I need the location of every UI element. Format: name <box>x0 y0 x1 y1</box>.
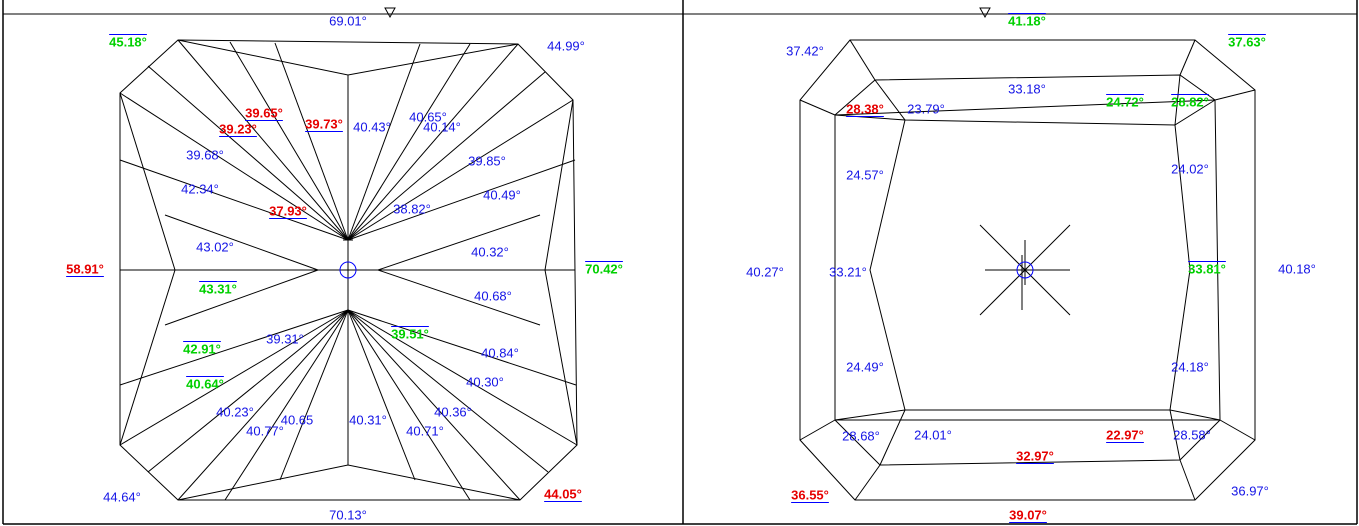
angle-label: 42.34° <box>181 181 219 196</box>
angle-label: 39.85° <box>468 153 506 168</box>
angle-label: 36.97° <box>1231 483 1269 498</box>
angle-label: 45.18° <box>109 34 147 49</box>
facet-edge <box>177 464 521 501</box>
angle-label: 28.68° <box>842 428 880 443</box>
facet-edge <box>119 92 349 241</box>
angle-label: 40.30° <box>466 374 504 389</box>
angle-label: 28.58° <box>1173 427 1211 442</box>
angle-label: 40.31° <box>349 412 387 427</box>
facet-edge <box>377 214 541 271</box>
facet-edge <box>147 309 349 473</box>
angle-label: 70.13° <box>329 507 367 522</box>
angle-label: 39.23° <box>219 121 257 136</box>
facet-edge <box>119 309 349 446</box>
angle-label: 24.57° <box>846 167 884 182</box>
angle-label: 28.82° <box>1171 94 1209 109</box>
angle-label: 40.77° <box>246 423 284 438</box>
angle-label: 32.97° <box>1016 448 1054 463</box>
angle-label: 39.65° <box>245 105 283 120</box>
angle-label: 40.71° <box>406 423 444 438</box>
facet-edge <box>347 99 574 241</box>
facet-edge <box>177 39 349 241</box>
facet-edge <box>164 214 319 271</box>
angle-label: 40.84° <box>481 345 519 360</box>
angle-label: 39.51° <box>391 326 429 341</box>
facet-edge <box>377 269 541 326</box>
facet-edge <box>119 159 349 241</box>
angle-label: 39.07° <box>1009 507 1047 522</box>
angle-label: 58.91° <box>66 261 104 276</box>
facet-edge <box>347 309 521 501</box>
angle-label: 40.36° <box>434 404 472 419</box>
angle-label: 33.21° <box>829 264 867 279</box>
right-facets <box>799 39 1256 501</box>
angle-label: 24.02° <box>1171 161 1209 176</box>
angle-label: 24.49° <box>846 359 884 374</box>
facet-edge <box>177 39 519 76</box>
angle-label: 43.31° <box>199 281 237 296</box>
angle-label: 28.38° <box>846 101 884 116</box>
angle-label: 42.91° <box>183 341 221 356</box>
angle-label: 39.68° <box>186 147 224 162</box>
facet-edge <box>347 309 416 481</box>
angle-label: 37.63° <box>1228 34 1266 49</box>
facet-edge <box>224 309 349 501</box>
facet-edge <box>119 309 349 386</box>
left-facets <box>119 39 578 501</box>
facet-edge <box>347 309 577 386</box>
angle-label: 69.01° <box>329 13 367 28</box>
angle-label: 40.49° <box>483 187 521 202</box>
facet-edge <box>347 43 519 241</box>
angle-label: 40.64° <box>186 376 224 391</box>
facet-edge <box>347 43 421 241</box>
angle-label: 38.82° <box>393 201 431 216</box>
angle-label: 44.64° <box>103 489 141 504</box>
facet-edge <box>229 41 349 241</box>
facet-edge <box>274 42 349 241</box>
angle-label: 70.42° <box>585 261 623 276</box>
angle-label: 41.18° <box>1008 13 1046 28</box>
angle-label: 24.72° <box>1106 94 1144 109</box>
angle-label: 40.43° <box>353 119 391 134</box>
facet-edge <box>347 309 549 473</box>
facet-edge <box>347 43 471 241</box>
facet-edge <box>347 309 578 446</box>
facet-edge <box>177 309 349 501</box>
angle-label: 39.73° <box>305 116 343 131</box>
facet-edge <box>544 99 578 446</box>
facet-edge <box>347 309 471 501</box>
facet-edge <box>119 92 176 446</box>
angle-label: 40.23° <box>216 404 254 419</box>
angle-label: 40.65° <box>409 109 447 124</box>
angle-label: 24.01° <box>914 427 952 442</box>
angle-label: 36.55° <box>791 487 829 502</box>
angle-label: 40.32° <box>471 244 509 259</box>
angle-label: 33.81° <box>1188 261 1226 276</box>
angle-label: 37.93° <box>269 203 307 218</box>
angle-label: 44.05° <box>544 486 582 501</box>
angle-label: 40.65 <box>281 412 314 427</box>
angle-label: 40.27° <box>746 264 784 279</box>
angle-label: 23.79° <box>907 101 945 116</box>
facet-edge <box>147 65 349 241</box>
angle-label: 22.97° <box>1106 427 1144 442</box>
angle-label: 40.68° <box>474 288 512 303</box>
angle-label: 39.31° <box>266 331 304 346</box>
angle-label: 40.14° <box>423 119 461 134</box>
angle-label: 33.18° <box>1008 81 1046 96</box>
angle-label: 37.42° <box>786 43 824 58</box>
facet-edge <box>164 269 319 326</box>
marker <box>384 7 396 19</box>
marker <box>979 7 991 19</box>
angle-label: 43.02° <box>196 239 234 254</box>
facet-edge <box>347 71 546 241</box>
angle-label: 24.18° <box>1171 359 1209 374</box>
facet-edge <box>347 159 576 241</box>
angle-label: 44.99° <box>547 38 585 53</box>
facet-edge <box>279 309 349 481</box>
angle-label: 40.18° <box>1278 261 1316 276</box>
